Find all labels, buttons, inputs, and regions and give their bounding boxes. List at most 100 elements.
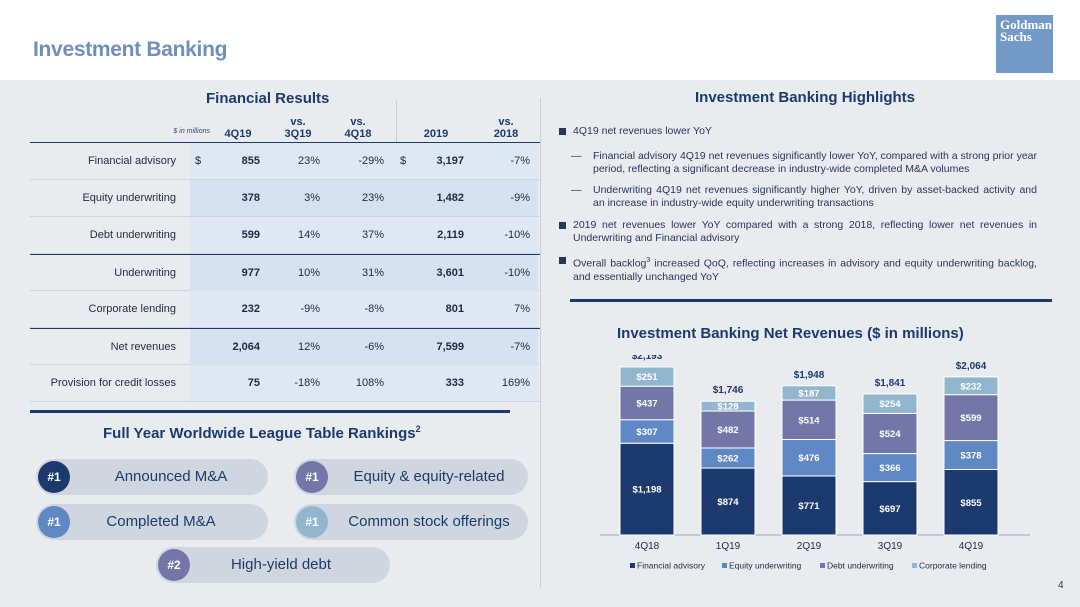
- bar-value-label: $599: [960, 413, 981, 424]
- cell-d4: [400, 217, 412, 253]
- cell-d4: [400, 329, 412, 365]
- bar-value-label: $307: [636, 427, 657, 438]
- page-number: 4: [1058, 580, 1064, 591]
- dash-icon: —: [571, 184, 582, 196]
- units-label: $ in millions: [173, 128, 210, 135]
- rankings-divider: [30, 410, 510, 413]
- cell-v4: 1,482: [436, 192, 464, 204]
- cell-label: Financial advisory: [87, 155, 176, 167]
- ranking-label: Completed M&A: [106, 513, 216, 530]
- legend-swatch: [722, 563, 727, 568]
- cell-v3: 108%: [355, 377, 384, 389]
- cell-label: Corporate lending: [88, 303, 176, 315]
- bar-segment: [781, 399, 837, 440]
- row-shading: [190, 143, 538, 179]
- goldman-sachs-logo: Goldman Sachs: [996, 15, 1053, 73]
- highlights-divider: [570, 299, 1052, 302]
- ranking-label: Announced M&A: [114, 468, 228, 485]
- highlight-sub-1: — Financial advisory 4Q19 net revenues si…: [571, 150, 1037, 175]
- legend-label: Equity underwriting: [729, 561, 802, 571]
- cell-d4: [400, 255, 412, 291]
- cell-label: Equity underwriting: [82, 192, 176, 204]
- cell-v2: -18%: [294, 377, 320, 389]
- cell-label: Provision for credit losses: [50, 377, 176, 389]
- row-shading: [190, 365, 538, 401]
- col-4q19: 4Q19: [224, 128, 252, 140]
- cell-v4: 7,599: [436, 341, 464, 353]
- bullet-square-icon: [559, 128, 566, 135]
- cell-v4: 801: [445, 303, 464, 315]
- chart-title: Investment Banking Net Revenues ($ in mi…: [617, 325, 964, 342]
- x-tick-label: 1Q19: [716, 541, 741, 552]
- bar-value-label: $697: [879, 504, 900, 515]
- legend-label: Corporate lending: [919, 561, 987, 571]
- highlight-bullet-1: 4Q19 net revenues lower YoY: [559, 125, 1037, 138]
- table-header: $ in millions 4Q19 vs. 3Q19 vs. 4Q18 2019 …: [30, 110, 540, 142]
- x-tick-label: 4Q18: [635, 541, 660, 552]
- cell-v2: -9%: [300, 303, 320, 315]
- cell-v4: 2,119: [437, 229, 464, 241]
- col-2019: 2019: [423, 128, 449, 140]
- header-bar: Investment Banking Goldman Sachs: [0, 0, 1080, 80]
- bar-value-label: $514: [798, 415, 820, 426]
- cell-v3: -8%: [364, 303, 384, 315]
- ranking-badge: #1: [38, 506, 70, 538]
- bar-segment: [619, 442, 675, 536]
- col-vs-2018: vs. 2018: [493, 116, 519, 140]
- cell-v3: 37%: [361, 229, 384, 241]
- cell-d1: [195, 255, 207, 291]
- row-shading: [190, 329, 538, 365]
- cell-d4: $: [400, 155, 407, 167]
- bar-value-label: $187: [798, 388, 819, 399]
- bar-segment: [619, 366, 675, 387]
- ranking-pill-completed-ma: Completed M&A: [36, 504, 268, 540]
- bar-segment: [862, 412, 918, 455]
- bar-segment: [781, 438, 837, 477]
- cell-v1: 599: [241, 229, 260, 241]
- cell-v2: 10%: [297, 267, 320, 279]
- row-shading: [190, 180, 538, 216]
- table-row: Net revenues 2,064 12% -6% 7,599 -7%: [30, 328, 540, 365]
- cell-v5: 7%: [514, 303, 530, 315]
- table-row: Provision for credit losses 75 -18% 108% 333…: [30, 365, 540, 402]
- ranking-badge: #1: [296, 461, 328, 493]
- x-tick-label: 2Q19: [797, 541, 822, 552]
- table-row: Financial advisory $855 23% -29% $3,197 -7%: [30, 143, 540, 180]
- cell-v3: 23%: [361, 192, 384, 204]
- cell-v1: 2,064: [232, 341, 260, 353]
- cell-v5: -9%: [510, 192, 530, 204]
- cell-v3: -6%: [364, 341, 384, 353]
- x-tick-label: 4Q19: [959, 541, 984, 552]
- bar-segment: [781, 475, 837, 536]
- bar-value-label: $437: [636, 398, 657, 409]
- cell-v2: 14%: [297, 229, 320, 241]
- highlights-title: Investment Banking Highlights: [695, 89, 916, 106]
- cell-v5: -7%: [510, 341, 530, 353]
- ranking-label: Common stock offerings: [348, 513, 510, 530]
- bar-value-label: $874: [717, 497, 739, 508]
- bar-value-label: $254: [879, 399, 901, 410]
- row-shading: [190, 217, 538, 253]
- bar-segment: [943, 376, 999, 396]
- cell-v1: 378: [241, 192, 260, 204]
- bar-segment: [862, 393, 918, 414]
- cell-v2: 23%: [297, 155, 320, 167]
- cell-d4: [400, 291, 412, 327]
- cell-v2: 12%: [297, 341, 320, 353]
- bar-segment: [943, 440, 999, 471]
- ranking-badge: #2: [158, 549, 190, 581]
- bar-value-label: $251: [636, 372, 658, 383]
- bar-segment: [700, 410, 756, 449]
- bar-value-label: $378: [960, 451, 981, 462]
- cell-d1: $: [195, 155, 202, 167]
- bar-total-label: $1,746: [713, 385, 744, 396]
- legend-swatch: [912, 563, 917, 568]
- ranking-pill-announced-ma: Announced M&A: [36, 459, 268, 495]
- revenue-stacked-bar-chart: $1,198 $307 $437 $251 $2,193 4Q18 $874 $262 $482…: [600, 355, 1030, 571]
- cell-d1: [195, 180, 207, 216]
- panel-divider: [540, 98, 541, 588]
- cell-v5: -7%: [510, 155, 530, 167]
- cell-d1: [195, 217, 207, 253]
- bar-value-label: $476: [798, 453, 819, 464]
- bar-segment: [943, 394, 999, 442]
